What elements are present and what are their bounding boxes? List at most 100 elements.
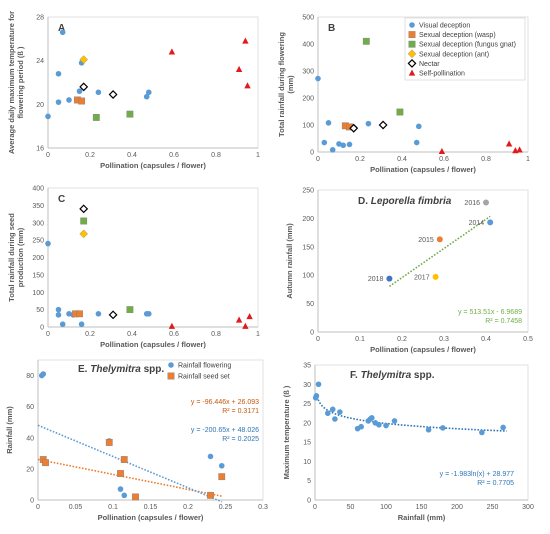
legend: Visual deception Sexual deception (wasp) S…: [404, 17, 526, 81]
data-point-self: [244, 82, 251, 89]
x-tick-label: 0.8: [211, 331, 221, 338]
x-tick-label: 0: [316, 336, 320, 343]
data-point-visual: [95, 89, 102, 96]
y-tick-label: 15: [303, 440, 311, 447]
data-point-self: [438, 147, 446, 155]
data-point-self: [168, 48, 176, 55]
x-axis-label: Rainfall (mm): [398, 513, 446, 522]
data-point-fungus: [126, 110, 134, 118]
y-tick-label: 0: [310, 330, 314, 337]
data-point-visual: [59, 29, 66, 36]
legend-label: Sexual deception (ant): [419, 51, 489, 58]
chart-panel-d: 0 0.1 0.2 0.3 0.4 0.5 0 50 100 150 200 250 Pollinati…: [285, 188, 533, 355]
panel-title: E. Thelymitra spp.: [78, 364, 164, 375]
y-tick-label: 100: [32, 290, 44, 297]
x-axis-label: Pollination (capsules / flower): [370, 165, 476, 174]
data-point-visual: [95, 310, 102, 317]
y-tick-label: 5: [307, 478, 311, 485]
x-tick-label: 0.4: [127, 331, 137, 338]
data-point: [483, 199, 489, 206]
y-tick-label: 28: [36, 15, 44, 22]
x-axis-label: Pollination (capsules / flower): [98, 513, 204, 522]
legend-label: Visual deception: [419, 23, 470, 30]
data-point-self: [168, 322, 176, 329]
x-tick-label: 0.1: [108, 504, 118, 511]
data-point-rain_flowering: [117, 486, 124, 492]
data-point-visual: [55, 70, 62, 77]
data-point: [487, 219, 494, 226]
data-point: [313, 393, 320, 399]
panel-title: C: [58, 194, 65, 205]
data-point-wasp: [76, 310, 83, 318]
x-tick-label: 0.6: [169, 152, 179, 159]
data-point-fungus: [80, 217, 88, 225]
data-point-nectar: [108, 90, 118, 99]
data-point: [376, 421, 382, 428]
trend-equation: y = -1.983ln(x) + 28.977: [440, 471, 514, 478]
legend-label: Nectar: [419, 61, 440, 68]
data-point-visual: [315, 75, 321, 82]
data-point: [440, 425, 446, 431]
data-point-visual: [55, 99, 62, 105]
data-point-visual: [146, 310, 152, 317]
y-tick-label: 50: [306, 301, 314, 308]
x-tick-label: 250: [487, 504, 499, 511]
x-tick-label: 50: [347, 504, 355, 511]
data-point-rain_seed: [120, 456, 128, 463]
x-tick-label: 0.4: [397, 156, 407, 163]
chart-panel-b: 0 0.2 0.4 0.6 0.8 1 0 100 200 300 400 500 Pollinatio…: [277, 15, 530, 175]
panel-title: A: [58, 23, 65, 34]
y-tick-label: 0: [30, 498, 34, 505]
x-tick-label: 0.15: [144, 504, 158, 511]
data-point-visual: [66, 310, 72, 317]
x-tick-label: 1: [256, 152, 260, 159]
trend-equation: y = -96.446x + 26.093: [191, 399, 259, 406]
chart-panel-c: 0 0.2 0.4 0.6 0.8 1 0 50 100 150 200 250 300 350 400 Po…: [7, 186, 260, 350]
data-point-visual: [346, 141, 353, 148]
data-point-visual: [340, 142, 347, 149]
x-tick-label: 200: [451, 504, 463, 511]
x-tick-label: 0: [36, 504, 40, 511]
data-point-visual: [59, 321, 66, 328]
data-point-visual: [78, 321, 85, 328]
data-point-visual: [143, 93, 150, 100]
x-tick-label: 0.2: [183, 504, 193, 511]
data-point-visual: [413, 139, 420, 146]
legend-marker-rain_seed: [167, 372, 175, 380]
data-point-visual: [325, 120, 332, 126]
data-point: [436, 236, 443, 243]
data-point-rain_seed: [42, 459, 49, 467]
trendline-rain_flowering: [37, 424, 223, 503]
trendline: [315, 393, 507, 432]
data-point-ant: [79, 229, 88, 239]
y-tick-label: 350: [32, 203, 44, 210]
y-tick-label: 20: [36, 102, 44, 109]
data-point-rain_flowering: [40, 371, 47, 377]
data-point-visual: [55, 312, 62, 318]
legend-marker-self: [408, 69, 416, 76]
data-point-rain_seed: [132, 493, 139, 501]
trendline-rain_seed: [37, 458, 222, 497]
trend-equation: y = 513.51x - 6.9689: [458, 309, 522, 316]
data-point: [337, 409, 343, 415]
data-point-nectar: [378, 120, 388, 130]
y-tick-label: 250: [32, 238, 44, 245]
data-point-self: [242, 322, 249, 329]
y-tick-label: 60: [26, 404, 34, 411]
data-point-visual: [321, 139, 328, 146]
y-axis-label: Maximum temperature (ß ): [282, 385, 291, 479]
y-tick-label: 16: [36, 146, 44, 153]
y-tick-label: 0: [40, 325, 44, 332]
x-tick-label: 300: [522, 504, 534, 511]
x-axis-label: Pollination (capsules / flower): [370, 345, 476, 354]
data-point-rain_flowering: [218, 462, 225, 469]
x-tick-label: 0: [46, 331, 50, 338]
data-point-fungus: [362, 37, 370, 45]
x-tick-label: 0: [313, 504, 317, 511]
x-axis-label: Pollination (capsules / flower): [100, 340, 206, 349]
data-point-nectar: [79, 204, 89, 214]
y-tick-label: 100: [302, 273, 314, 280]
trendline: [388, 215, 491, 288]
data-point-visual: [329, 147, 336, 153]
panel-title: B: [328, 23, 335, 34]
